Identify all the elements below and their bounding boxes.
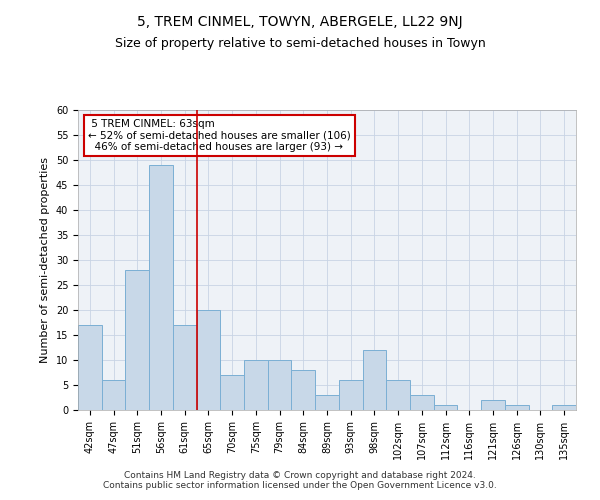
Bar [505, 405, 529, 410]
Bar [78, 325, 102, 410]
Text: Size of property relative to semi-detached houses in Towyn: Size of property relative to semi-detach… [115, 38, 485, 51]
Text: Contains HM Land Registry data © Crown copyright and database right 2024.
Contai: Contains HM Land Registry data © Crown c… [103, 470, 497, 490]
Bar [362, 350, 386, 410]
Text: 5, TREM CINMEL, TOWYN, ABERGELE, LL22 9NJ: 5, TREM CINMEL, TOWYN, ABERGELE, LL22 9N… [137, 15, 463, 29]
Bar [386, 380, 410, 410]
Bar [481, 400, 505, 410]
Bar [220, 375, 244, 410]
Bar [339, 380, 362, 410]
Bar [268, 360, 292, 410]
Bar [102, 380, 125, 410]
Bar [173, 325, 197, 410]
Y-axis label: Number of semi-detached properties: Number of semi-detached properties [40, 157, 50, 363]
Bar [315, 395, 339, 410]
Bar [434, 405, 457, 410]
Bar [197, 310, 220, 410]
Bar [410, 395, 434, 410]
Bar [149, 165, 173, 410]
Text: 5 TREM CINMEL: 63sqm
← 52% of semi-detached houses are smaller (106)
  46% of se: 5 TREM CINMEL: 63sqm ← 52% of semi-detac… [88, 119, 351, 152]
Bar [125, 270, 149, 410]
Bar [552, 405, 576, 410]
Bar [292, 370, 315, 410]
Bar [244, 360, 268, 410]
